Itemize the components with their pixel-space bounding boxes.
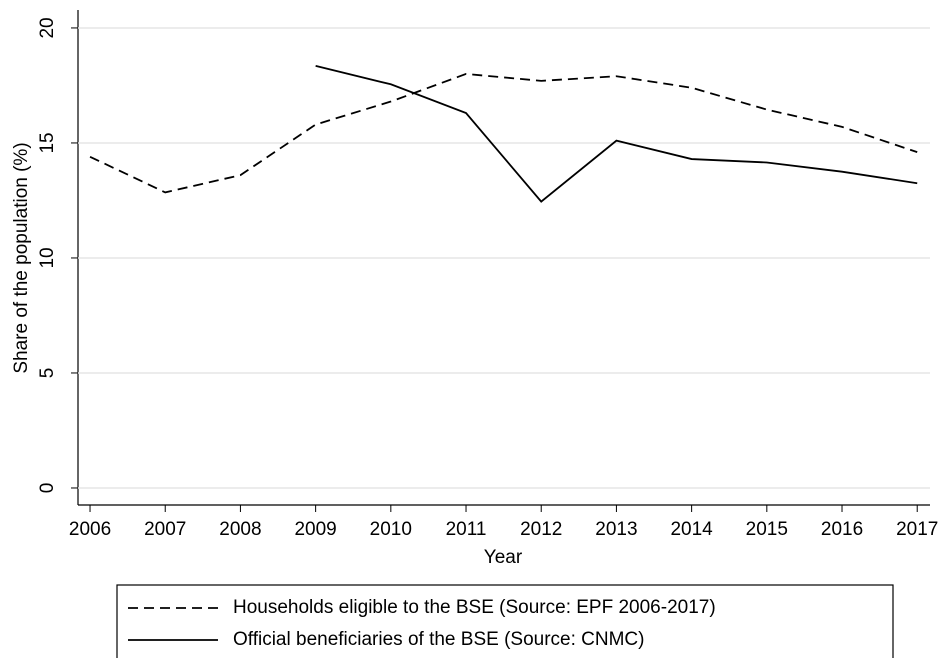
legend-label: Official beneficiaries of the BSE (Sourc… [233, 629, 644, 650]
y-tick-label: 0 [37, 483, 58, 494]
legend-label: Households eligible to the BSE (Source: … [233, 597, 716, 618]
y-tick-label: 15 [37, 132, 58, 153]
x-tick-label: 2014 [670, 519, 713, 540]
x-tick-label: 2017 [896, 519, 938, 540]
x-tick-label: 2009 [294, 519, 336, 540]
x-axis-title: Year [484, 547, 523, 568]
x-tick-label: 2010 [370, 519, 412, 540]
x-tick-label: 2006 [69, 519, 111, 540]
legend-box [116, 584, 894, 658]
x-tick-label: 2012 [520, 519, 562, 540]
y-tick-label: 5 [37, 368, 58, 379]
y-tick-label: 10 [37, 247, 58, 268]
x-tick-label: 2016 [821, 519, 863, 540]
x-tick-label: 2013 [595, 519, 637, 540]
x-tick-label: 2015 [746, 519, 788, 540]
y-tick-label: 20 [37, 17, 58, 38]
x-tick-label: 2008 [219, 519, 261, 540]
data-line [89, 73, 918, 194]
x-tick-label: 2007 [144, 519, 186, 540]
y-axis-title: Share of the population (%) [11, 142, 32, 373]
data-line [315, 65, 918, 203]
x-tick-label: 2011 [446, 519, 487, 540]
